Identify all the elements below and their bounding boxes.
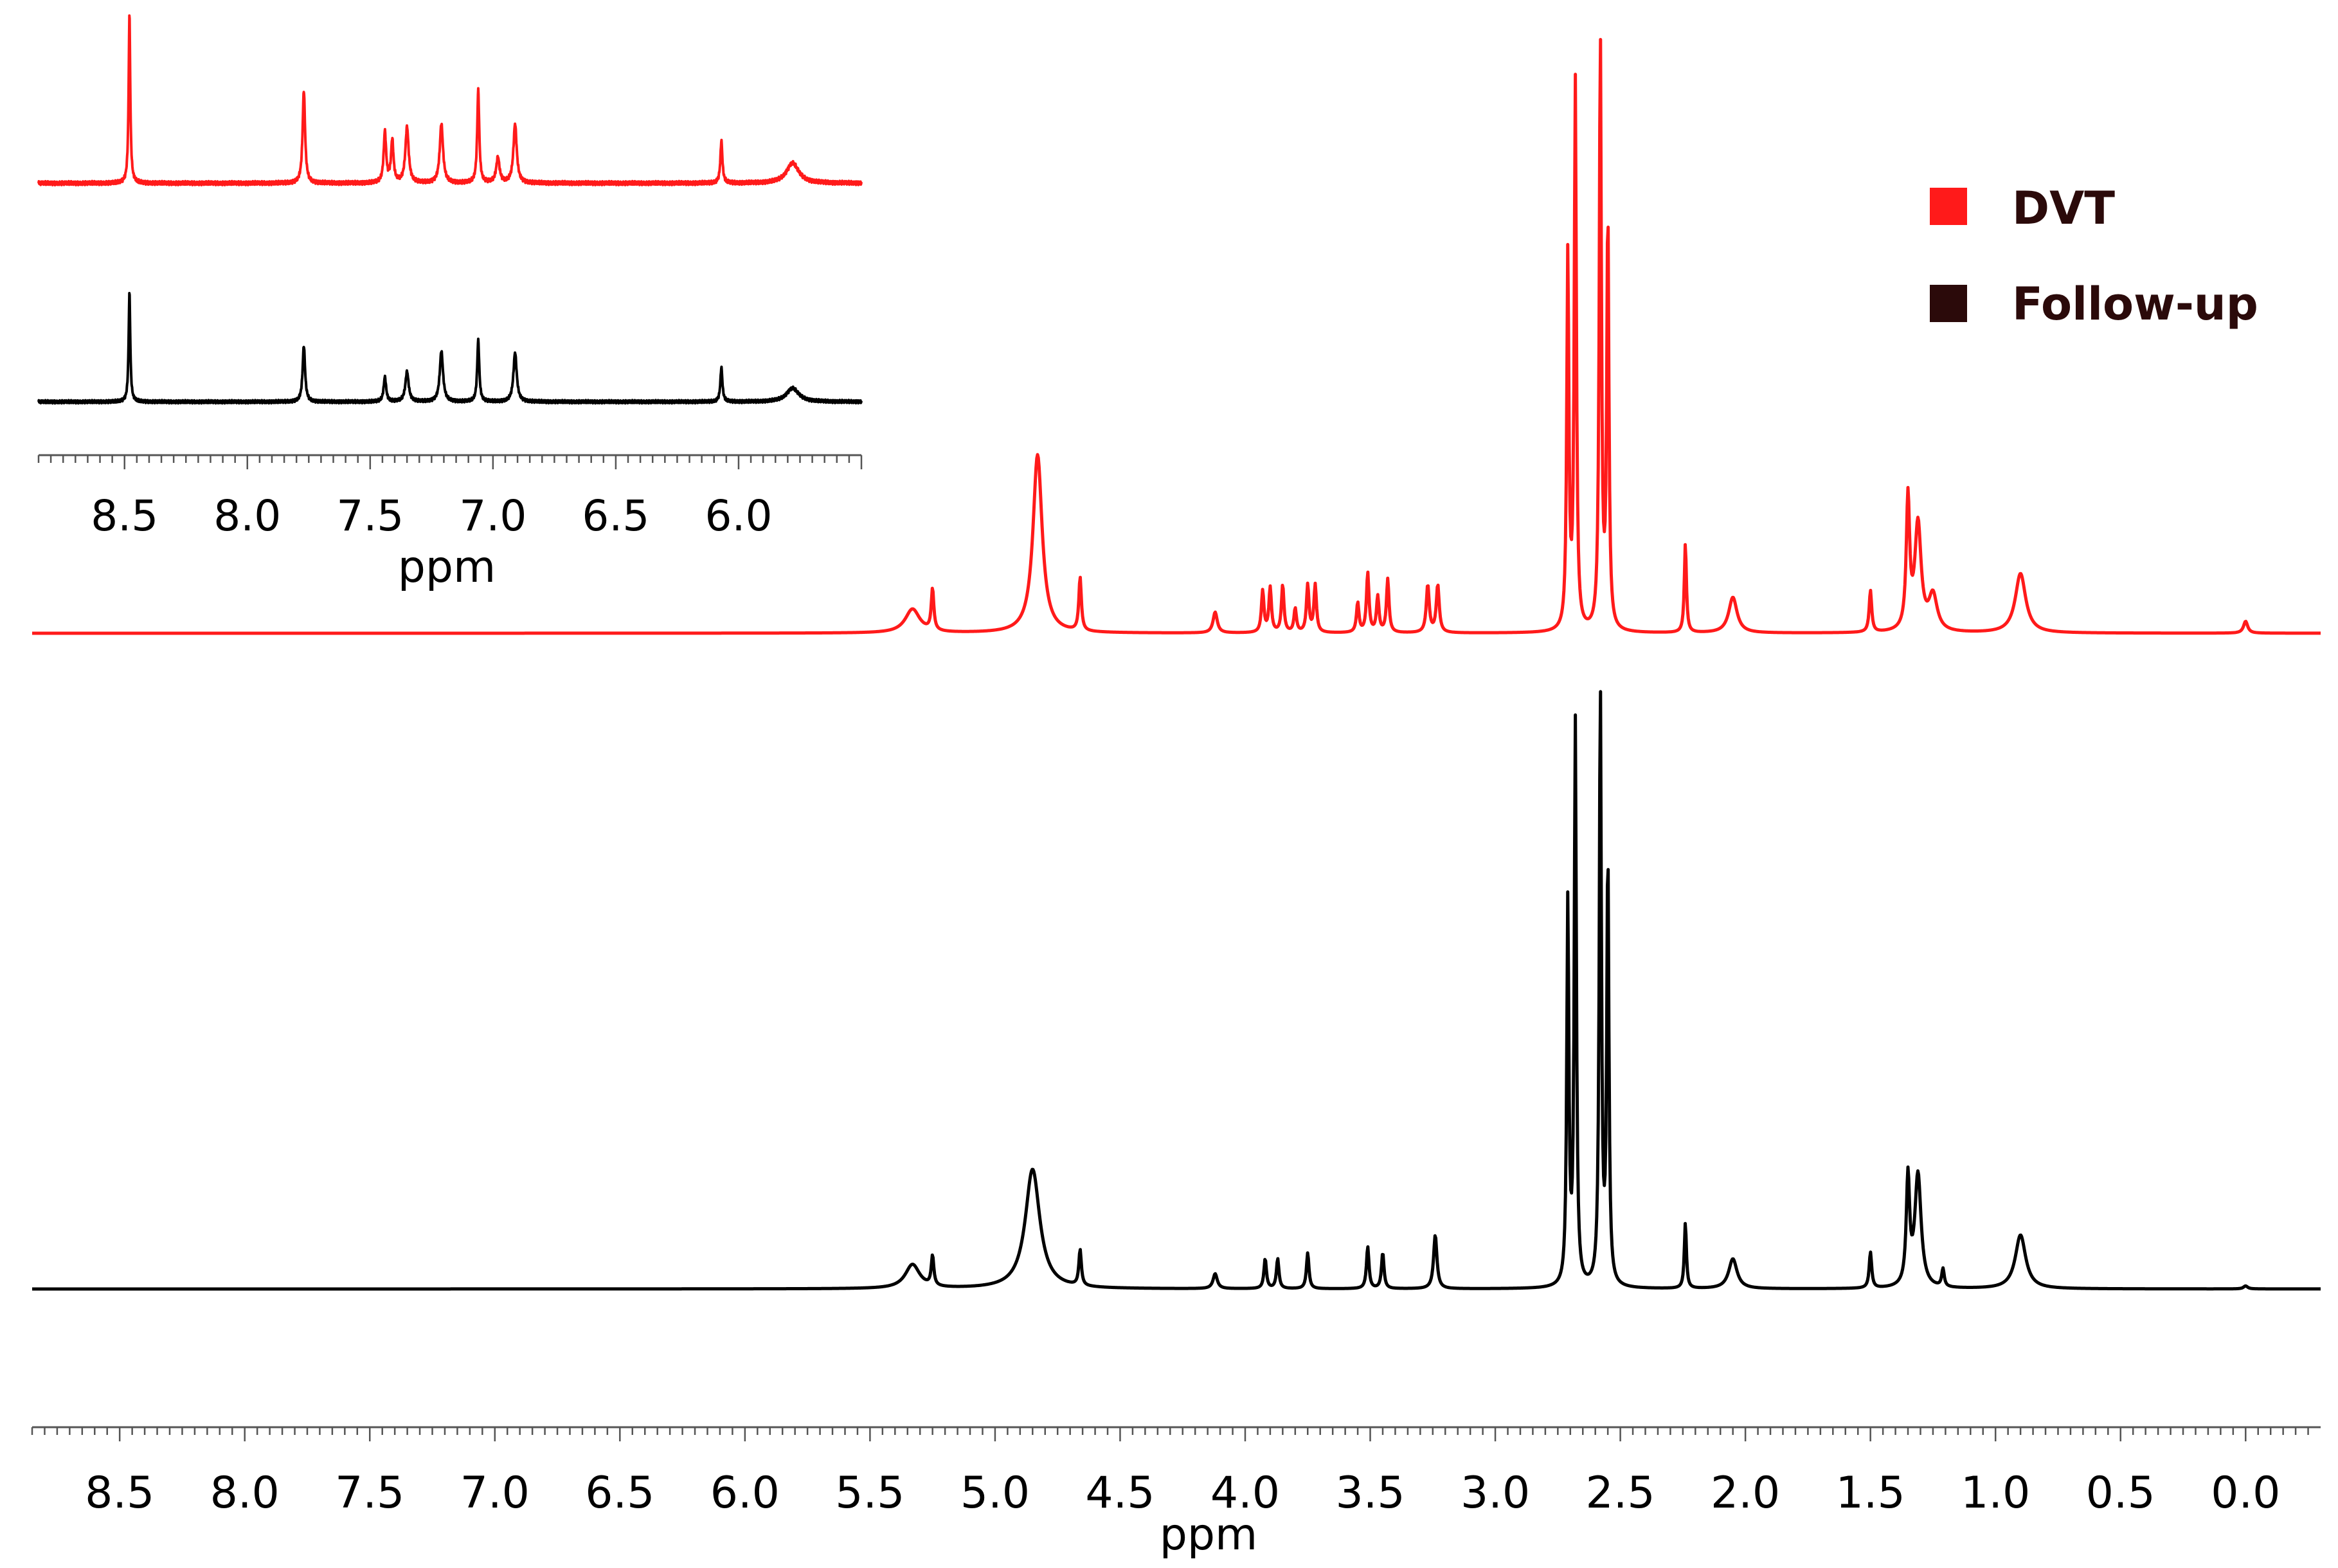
main-tick-label: 5.0	[960, 1468, 1030, 1518]
inset-tick-label: 8.5	[91, 491, 158, 541]
legend-label-dvt: DVT	[2012, 182, 2115, 235]
main-series-dvt	[31, 37, 2322, 635]
legend-swatch-dvt	[1930, 188, 1967, 225]
main-tick-label: 0.5	[2086, 1468, 2155, 1518]
legend-label-follow-up: Follow-up	[2012, 278, 2258, 330]
inset-tick-label: 7.5	[336, 491, 404, 541]
main-tick-label: 5.5	[835, 1468, 904, 1518]
main-tick-label: 2.5	[1586, 1468, 1655, 1518]
main-x-axis: 8.5 8.0 7.5 7.0 6.5 6.0 5.5 5.0 4.5 4.0 3.5 3.0 2.5 2…	[31, 1426, 2321, 1518]
main-tick-label: 8.5	[85, 1468, 154, 1518]
main-tick-label: 4.5	[1085, 1468, 1155, 1518]
main-tick-label: 1.5	[1836, 1468, 1905, 1518]
main-tick-label: 4.0	[1210, 1468, 1280, 1518]
inset-x-axis-title: ppm	[398, 542, 496, 593]
main-tick-label: 0.0	[2211, 1468, 2280, 1518]
inset-series-follow-up	[37, 292, 863, 405]
main-series-follow-up	[31, 690, 2322, 1291]
main-tick-label: 6.5	[585, 1468, 654, 1518]
main-tick-label: 7.5	[335, 1468, 404, 1518]
legend: DVT Follow-up	[1930, 182, 2258, 330]
inset-x-axis: 8.5 8.0 7.5 7.0 6.5 6.0	[37, 454, 863, 541]
main-x-axis-title: ppm	[1160, 1509, 1258, 1560]
main-tick-label: 3.5	[1335, 1468, 1405, 1518]
main-tick-label: 3.0	[1461, 1468, 1530, 1518]
inset-series-group	[37, 14, 863, 405]
main-tick-label: 2.0	[1711, 1468, 1780, 1518]
main-tick-label: 8.0	[210, 1468, 280, 1518]
inset-series-dvt	[37, 14, 863, 186]
inset-tick-label: 8.0	[213, 491, 281, 541]
legend-swatch-follow-up	[1930, 285, 1967, 322]
main-tick-label: 6.0	[710, 1468, 780, 1518]
inset-tick-label: 6.5	[582, 491, 649, 541]
main-series-group	[31, 37, 2322, 1291]
inset-tick-label: 7.0	[459, 491, 526, 541]
inset-tick-label: 6.0	[705, 491, 772, 541]
main-tick-label: 7.0	[460, 1468, 530, 1518]
main-tick-label: 1.0	[1961, 1468, 2030, 1518]
